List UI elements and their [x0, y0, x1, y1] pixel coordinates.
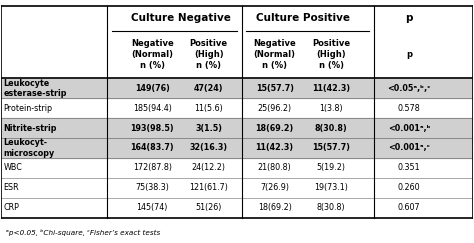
Text: p: p — [406, 50, 412, 59]
Text: 18(69.2): 18(69.2) — [258, 203, 292, 212]
Text: 75(38.3): 75(38.3) — [135, 183, 169, 192]
Text: 21(80.8): 21(80.8) — [258, 163, 292, 172]
Text: 15(57.7): 15(57.7) — [312, 143, 350, 152]
Text: 8(30.8): 8(30.8) — [317, 203, 346, 212]
Text: Protein-strip: Protein-strip — [4, 104, 53, 113]
Text: 145(74): 145(74) — [137, 203, 168, 212]
Text: 1(3.8): 1(3.8) — [319, 104, 343, 113]
Text: <0.001ᵃ,ᶜ: <0.001ᵃ,ᶜ — [388, 143, 430, 152]
Text: 193(98.5): 193(98.5) — [130, 123, 174, 132]
Text: Nitrite-strip: Nitrite-strip — [4, 123, 57, 132]
Text: 8(30.8): 8(30.8) — [315, 123, 347, 132]
Text: CRP: CRP — [4, 203, 19, 212]
Text: 25(96.2): 25(96.2) — [258, 104, 292, 113]
Bar — [1, 78, 473, 98]
Bar — [1, 138, 473, 158]
Text: Culture Negative: Culture Negative — [130, 13, 230, 23]
Text: 11(5.6): 11(5.6) — [194, 104, 223, 113]
Text: 15(57.7): 15(57.7) — [255, 84, 294, 93]
Text: Culture Positive: Culture Positive — [256, 13, 350, 23]
Text: ESR: ESR — [4, 183, 19, 192]
Text: 0.351: 0.351 — [398, 163, 420, 172]
Text: p: p — [405, 13, 413, 23]
Text: 11(42.3): 11(42.3) — [312, 84, 350, 93]
Text: 19(73.1): 19(73.1) — [314, 183, 348, 192]
Text: 7(26.9): 7(26.9) — [260, 183, 289, 192]
Text: 5(19.2): 5(19.2) — [317, 163, 346, 172]
Text: ᵃp<0.05, ᵇChi-square, ᶜFisher’s exact tests: ᵃp<0.05, ᵇChi-square, ᶜFisher’s exact te… — [6, 228, 160, 235]
Text: 32(16.3): 32(16.3) — [190, 143, 228, 152]
Text: <0.05ᵃ,ᵇ,ᶜ: <0.05ᵃ,ᵇ,ᶜ — [387, 84, 431, 93]
Text: 0.260: 0.260 — [398, 183, 420, 192]
Text: 185(94.4): 185(94.4) — [133, 104, 172, 113]
Text: 149(76): 149(76) — [135, 84, 170, 93]
Bar — [1, 118, 473, 138]
Text: Leukocyte
esterase-strip: Leukocyte esterase-strip — [4, 78, 67, 98]
Text: 24(12.2): 24(12.2) — [191, 163, 226, 172]
Text: 121(61.7): 121(61.7) — [189, 183, 228, 192]
Text: 0.578: 0.578 — [398, 104, 420, 113]
Text: Positive
(High)
n (%): Positive (High) n (%) — [190, 39, 228, 70]
Text: 172(87.8): 172(87.8) — [133, 163, 172, 172]
Text: 47(24): 47(24) — [194, 84, 223, 93]
Text: Negative
(Normal)
n (%): Negative (Normal) n (%) — [131, 39, 173, 70]
Text: 11(42.3): 11(42.3) — [255, 143, 294, 152]
Text: Negative
(Normal)
n (%): Negative (Normal) n (%) — [253, 39, 296, 70]
Text: WBC: WBC — [4, 163, 23, 172]
Text: 3(1.5): 3(1.5) — [195, 123, 222, 132]
Text: Leukocyt-
microscopy: Leukocyt- microscopy — [4, 138, 55, 158]
Text: 51(26): 51(26) — [196, 203, 222, 212]
Text: 0.607: 0.607 — [398, 203, 420, 212]
Text: 18(69.2): 18(69.2) — [255, 123, 294, 132]
Text: Positive
(High)
n (%): Positive (High) n (%) — [312, 39, 350, 70]
Text: 164(83.7): 164(83.7) — [130, 143, 174, 152]
Text: <0.001ᵃ,ᵇ: <0.001ᵃ,ᵇ — [388, 123, 430, 132]
